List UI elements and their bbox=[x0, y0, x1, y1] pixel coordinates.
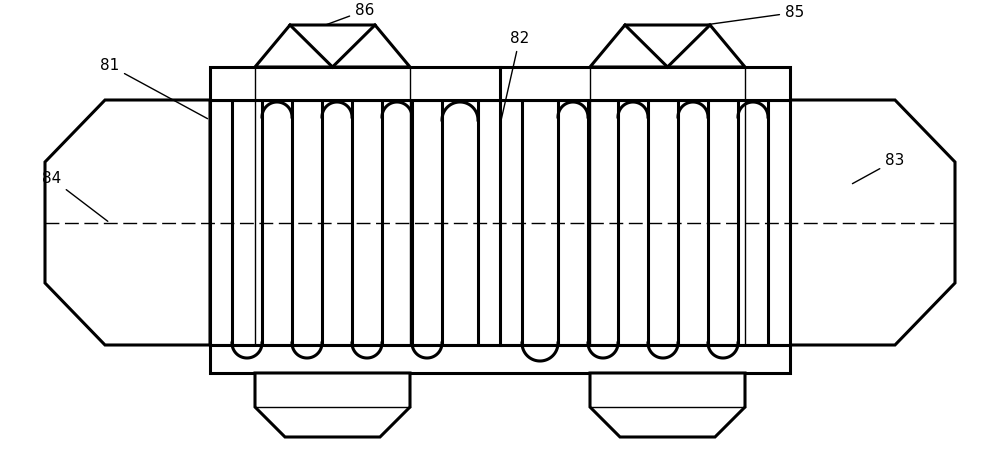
Text: 86: 86 bbox=[323, 3, 374, 26]
Text: 84: 84 bbox=[42, 171, 108, 221]
Bar bbox=[210, 67, 790, 100]
Text: 85: 85 bbox=[693, 5, 804, 27]
Bar bbox=[210, 100, 790, 345]
Polygon shape bbox=[255, 25, 410, 67]
Polygon shape bbox=[255, 373, 410, 437]
Bar bbox=[210, 345, 790, 373]
Polygon shape bbox=[45, 100, 210, 345]
Text: 81: 81 bbox=[100, 58, 208, 119]
Text: 82: 82 bbox=[501, 31, 529, 122]
Polygon shape bbox=[590, 373, 745, 437]
Polygon shape bbox=[790, 100, 955, 345]
Text: 83: 83 bbox=[852, 153, 904, 184]
Polygon shape bbox=[590, 25, 745, 67]
